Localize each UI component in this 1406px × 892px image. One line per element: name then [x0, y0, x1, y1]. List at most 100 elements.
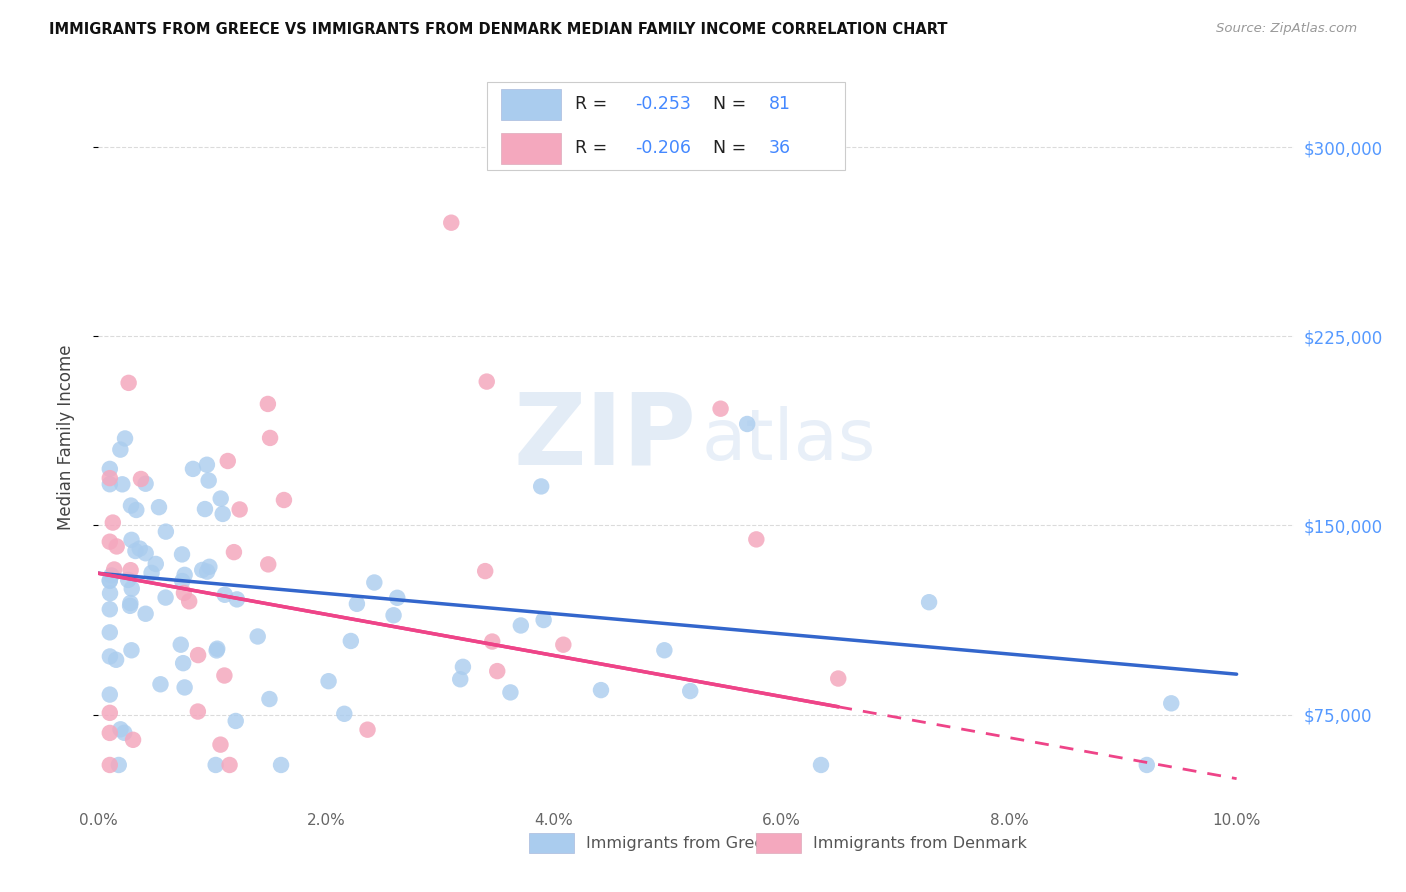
- Point: [246, 630, 269, 644]
- Point: [179, 594, 201, 608]
- Point: [195, 565, 218, 579]
- Point: [710, 401, 733, 416]
- Point: [226, 592, 249, 607]
- Point: [98, 586, 121, 600]
- Point: [735, 417, 758, 431]
- Point: [181, 462, 204, 476]
- FancyBboxPatch shape: [486, 82, 845, 170]
- Point: [209, 738, 232, 752]
- Point: [451, 660, 474, 674]
- Point: [98, 602, 121, 616]
- Point: [810, 758, 832, 772]
- Point: [257, 558, 280, 572]
- Point: [98, 726, 121, 740]
- Point: [101, 516, 124, 530]
- Point: [124, 544, 146, 558]
- Point: [141, 566, 163, 580]
- Point: [173, 586, 195, 600]
- Text: -0.253: -0.253: [636, 95, 690, 113]
- Point: [530, 479, 553, 493]
- Point: [120, 499, 142, 513]
- Text: ZIP: ZIP: [513, 389, 696, 485]
- Point: [98, 688, 121, 702]
- Point: [211, 507, 233, 521]
- Point: [135, 607, 157, 621]
- Point: [103, 562, 125, 576]
- Point: [198, 559, 221, 574]
- Point: [654, 643, 676, 657]
- Point: [120, 599, 142, 613]
- Point: [533, 613, 555, 627]
- Point: [148, 500, 170, 515]
- Point: [382, 608, 405, 623]
- Point: [745, 533, 768, 547]
- Point: [257, 397, 280, 411]
- Point: [122, 732, 145, 747]
- Point: [197, 474, 219, 488]
- FancyBboxPatch shape: [756, 833, 801, 854]
- Point: [135, 476, 157, 491]
- Point: [120, 596, 142, 610]
- Point: [474, 564, 496, 578]
- Point: [98, 477, 121, 491]
- Point: [318, 674, 340, 689]
- Point: [187, 648, 209, 662]
- Point: [98, 706, 121, 720]
- Point: [173, 567, 195, 582]
- Point: [225, 714, 247, 728]
- Point: [121, 643, 143, 657]
- Point: [273, 493, 295, 508]
- Point: [120, 563, 142, 577]
- Point: [827, 672, 849, 686]
- Point: [121, 582, 143, 596]
- Point: [440, 216, 463, 230]
- FancyBboxPatch shape: [501, 133, 561, 163]
- Point: [449, 673, 471, 687]
- Point: [112, 726, 135, 740]
- Point: [214, 588, 236, 602]
- Point: [486, 664, 509, 678]
- Point: [170, 638, 193, 652]
- Point: [1160, 696, 1182, 710]
- Point: [98, 574, 121, 588]
- Point: [679, 684, 702, 698]
- Point: [170, 548, 193, 562]
- Text: Immigrants from Greece: Immigrants from Greece: [586, 836, 783, 851]
- Point: [149, 677, 172, 691]
- Point: [135, 546, 157, 560]
- Point: [509, 618, 531, 632]
- Point: [194, 502, 217, 516]
- Point: [173, 681, 195, 695]
- Point: [117, 376, 139, 390]
- Point: [222, 545, 245, 559]
- Point: [589, 683, 612, 698]
- Point: [553, 638, 575, 652]
- Point: [105, 540, 128, 554]
- Point: [259, 692, 281, 706]
- Y-axis label: Median Family Income: Median Family Income: [56, 344, 75, 530]
- Point: [363, 575, 385, 590]
- Point: [499, 685, 522, 699]
- Text: atlas: atlas: [702, 406, 876, 475]
- Point: [117, 573, 139, 587]
- Point: [259, 431, 281, 445]
- Point: [333, 706, 356, 721]
- Text: N =: N =: [713, 95, 751, 113]
- Point: [356, 723, 378, 737]
- Point: [481, 634, 503, 648]
- Point: [98, 625, 121, 640]
- Point: [217, 454, 239, 468]
- Point: [207, 641, 229, 656]
- Point: [172, 574, 194, 588]
- Point: [111, 477, 134, 491]
- Text: -0.206: -0.206: [636, 139, 690, 157]
- Point: [340, 634, 363, 648]
- Point: [110, 442, 132, 457]
- Point: [475, 375, 498, 389]
- Text: IMMIGRANTS FROM GREECE VS IMMIGRANTS FROM DENMARK MEDIAN FAMILY INCOME CORRELATI: IMMIGRANTS FROM GREECE VS IMMIGRANTS FRO…: [49, 22, 948, 37]
- Point: [129, 472, 152, 486]
- Point: [98, 462, 121, 476]
- Point: [121, 533, 143, 547]
- Point: [145, 557, 167, 571]
- Point: [98, 574, 121, 588]
